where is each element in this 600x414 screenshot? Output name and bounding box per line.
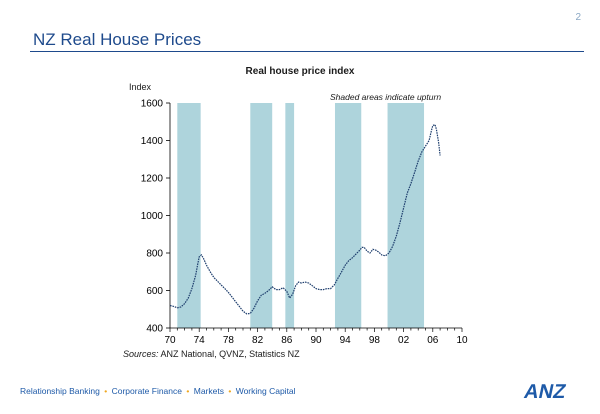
upturn-band bbox=[250, 103, 273, 328]
footer-item-relationship-banking: Relationship Banking bbox=[20, 386, 100, 396]
anz-logo-text: ANZ bbox=[522, 381, 568, 402]
footer-separator: • bbox=[186, 386, 190, 396]
upturn-band bbox=[387, 103, 425, 328]
y-tick-label: 1000 bbox=[141, 211, 164, 222]
y-tick-label: 1400 bbox=[141, 136, 164, 147]
upturn-band bbox=[285, 103, 295, 328]
footer-separator: • bbox=[228, 386, 232, 396]
x-tick-label: 70 bbox=[164, 335, 176, 346]
slide-title: NZ Real House Prices bbox=[33, 30, 202, 49]
y-tick-label: 400 bbox=[146, 324, 163, 335]
page-number: 2 bbox=[575, 12, 581, 23]
x-tick-label: 94 bbox=[340, 335, 352, 346]
y-tick-label: 1200 bbox=[141, 174, 164, 185]
y-tick-label: 800 bbox=[146, 249, 163, 260]
y-tick-label: 1600 bbox=[141, 99, 164, 110]
sources-note: Sources: ANZ National, QVNZ, Statistics … bbox=[123, 349, 300, 359]
upturn-shading bbox=[177, 103, 425, 328]
x-tick-label: 82 bbox=[252, 335, 264, 346]
anz-logo: ANZ bbox=[522, 381, 568, 402]
x-tick-label: 90 bbox=[310, 335, 322, 346]
footer-item-markets: Markets bbox=[193, 386, 224, 396]
y-axis-title: Index bbox=[129, 82, 152, 92]
footer-item-working-capital: Working Capital bbox=[235, 386, 296, 396]
x-tick-label: 78 bbox=[223, 335, 235, 346]
x-tick-label: 98 bbox=[369, 335, 381, 346]
x-tick-label: 06 bbox=[427, 335, 439, 346]
y-tick-label: 600 bbox=[146, 286, 163, 297]
series-layer bbox=[169, 123, 441, 315]
x-tick-label: 74 bbox=[194, 335, 206, 346]
upturn-band bbox=[334, 103, 362, 328]
sources-label: Sources: bbox=[123, 349, 159, 359]
shading-note: Shaded areas indicate upturn bbox=[330, 92, 442, 102]
x-tick-label: 86 bbox=[281, 335, 293, 346]
title-divider bbox=[30, 51, 584, 52]
x-tick-label: 10 bbox=[456, 335, 468, 346]
upturn-band bbox=[177, 103, 201, 328]
footer-item-corporate-finance: Corporate Finance bbox=[111, 386, 182, 396]
chart-title: Real house price index bbox=[245, 66, 355, 77]
x-tick-label: 02 bbox=[398, 335, 410, 346]
sources-text: ANZ National, QVNZ, Statistics NZ bbox=[160, 349, 300, 359]
chart-axes: 400 600 800 1000 1200 1400 1600 70 74 78 82 86 90 94 9… bbox=[141, 99, 468, 347]
price-index-line bbox=[169, 123, 441, 315]
footer-separator: • bbox=[104, 386, 108, 396]
footer-tagline: Relationship Banking • Corporate Finance… bbox=[20, 386, 296, 396]
